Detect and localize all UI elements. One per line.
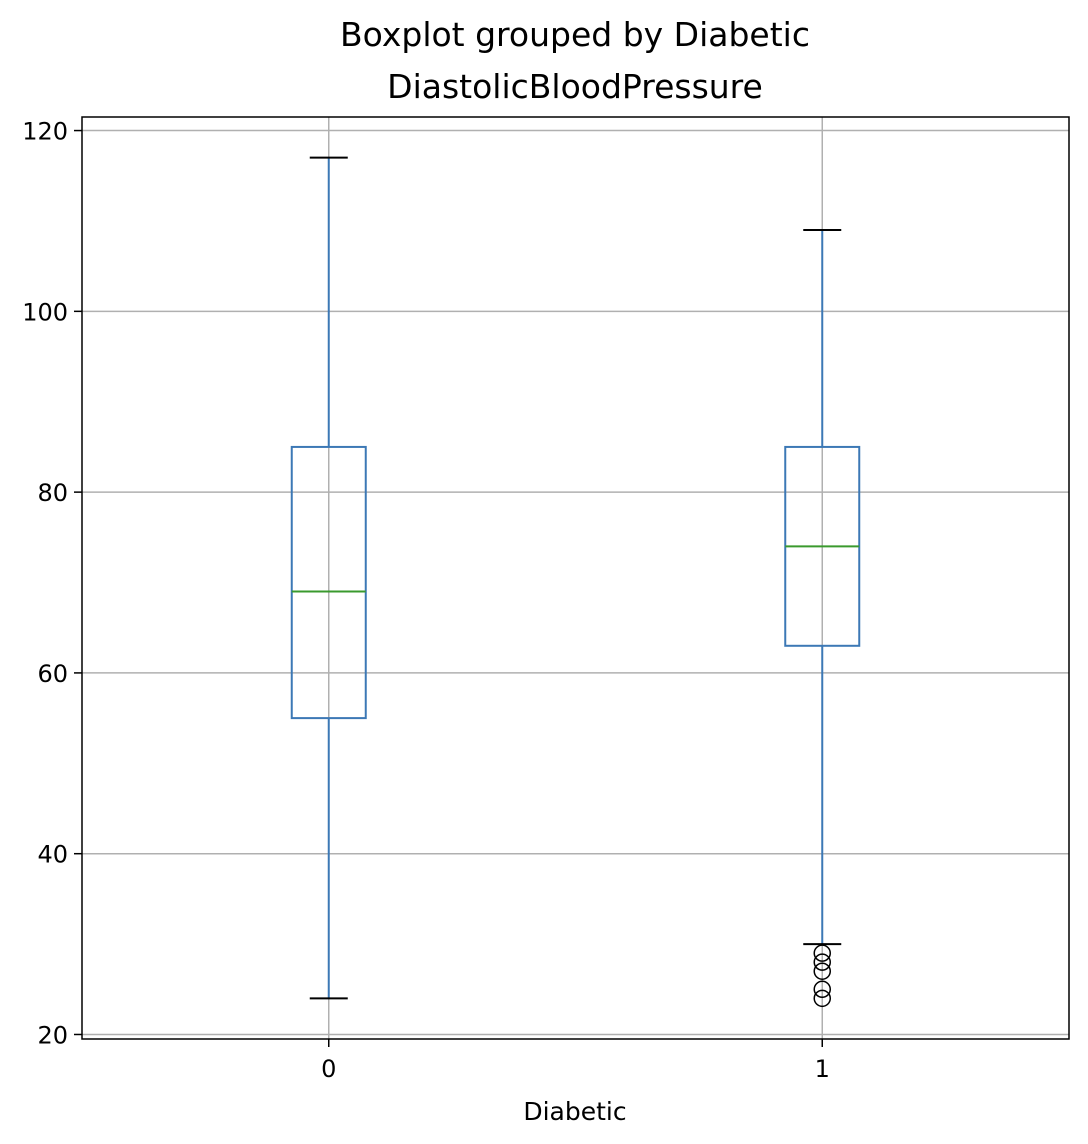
chart-subtitle: DiastolicBloodPressure <box>387 67 763 106</box>
chart-title: Boxplot grouped by Diabetic <box>340 15 810 54</box>
y-tick-label: 20 <box>37 1021 68 1049</box>
outlier-point <box>813 944 831 962</box>
y-tick-label: 120 <box>22 118 68 146</box>
box-group-0 <box>290 156 367 1000</box>
outlier-point <box>813 962 831 980</box>
box-group-1 <box>784 228 861 1008</box>
box-layer <box>290 156 861 1008</box>
y-tick-label: 80 <box>37 479 68 507</box>
x-axis-label: Diabetic <box>523 1097 626 1126</box>
outlier-point <box>813 989 831 1008</box>
axis-ticks: 20 40 60 80 100 120 0 1 <box>22 118 830 1083</box>
x-tick-label: 1 <box>815 1055 830 1083</box>
outlier-point <box>813 953 831 971</box>
y-tick-label: 100 <box>22 298 68 326</box>
outlier-point <box>813 980 831 999</box>
x-tick-label: 0 <box>321 1055 336 1083</box>
plot-area-frame <box>81 116 1070 1040</box>
grid-lines <box>82 117 1069 1039</box>
y-tick-label: 60 <box>37 660 68 688</box>
iqr-box <box>290 445 367 720</box>
y-tick-label: 40 <box>37 841 68 869</box>
